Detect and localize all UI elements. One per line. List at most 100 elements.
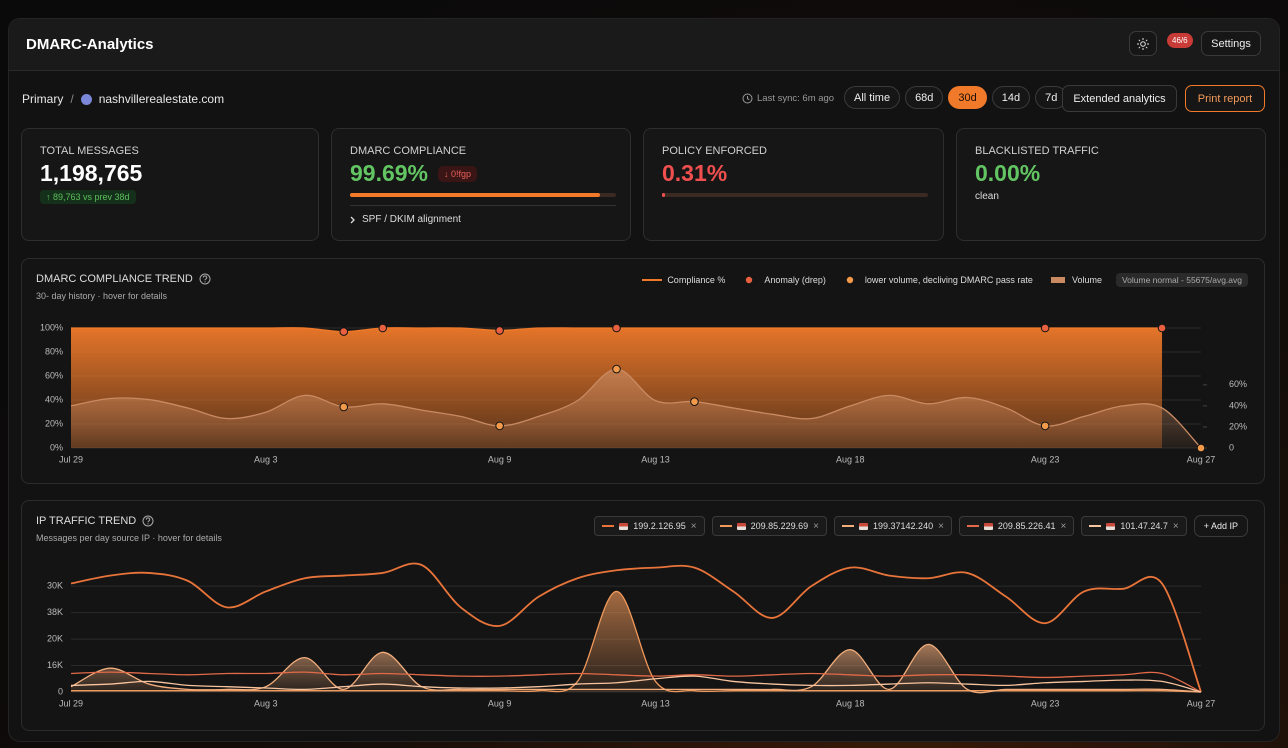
legend-swatch <box>746 276 753 284</box>
remove-icon[interactable]: × <box>938 520 944 532</box>
legend-swatch <box>642 279 663 281</box>
anomaly-dot <box>339 327 349 336</box>
app-title: DMARC-Analytics <box>26 36 154 53</box>
chip-label: 101.47.24.7 <box>1120 521 1168 531</box>
y2-tick-label: 0 <box>1229 442 1234 452</box>
range-selector: All time 68d 30d 14d 7d <box>844 86 1068 109</box>
help-icon[interactable] <box>199 273 211 285</box>
range-button[interactable]: 68d <box>905 86 944 109</box>
x-tick-label: Aug 23 <box>1031 698 1060 708</box>
ip-chip[interactable]: 199.2.126.95 × <box>594 516 705 536</box>
flag-icon <box>1106 522 1116 530</box>
card-badge: ↓ 0!fgp <box>438 165 478 182</box>
card-value: 99.69% <box>350 160 429 186</box>
line <box>70 368 1202 449</box>
y-tick-label: 0% <box>50 442 63 452</box>
panel-title: IP TRAFFIC TREND <box>36 515 154 527</box>
ip-chip[interactable]: 101.47.24.7 × <box>1081 516 1187 536</box>
line <box>70 643 1202 694</box>
range-button[interactable]: 14d <box>991 86 1031 109</box>
line <box>70 675 1202 693</box>
remove-icon[interactable]: × <box>1060 520 1067 532</box>
card-value-row: 1,198,765 <box>40 160 300 187</box>
extended-analytics-button[interactable]: Extended analytics <box>1062 85 1177 112</box>
x-tick-label: Aug 23 <box>1031 454 1060 464</box>
ip-chip[interactable]: 209.85.226.41 × <box>958 516 1075 536</box>
ip-chip[interactable]: 209.85.229.69 × <box>711 516 828 536</box>
legend-swatch <box>846 276 854 284</box>
card-link[interactable]: SPF / DKIM alignment <box>350 214 612 225</box>
y-tick-label: 20K <box>47 633 63 643</box>
chip-label: 209.85.226.41 <box>997 521 1056 531</box>
x-tick-label: Aug 27 <box>1187 454 1216 464</box>
anomaly-dot <box>612 364 621 374</box>
y-tick-label: 20% <box>45 418 63 428</box>
chip-label: 199.37142.240 <box>873 521 934 531</box>
flag-icon <box>983 522 993 530</box>
y-tick-label: 40% <box>45 394 63 404</box>
ip-traffic-panel: 0 16K 20K 38K 30K Jul 29 Aug 3 Aug 9 Aug 13 Aug 1… <box>21 500 1265 731</box>
x-tick-label: Aug 9 <box>488 698 512 708</box>
x-tick-label: Jul 29 <box>59 454 83 464</box>
panel-title-text: IP TRAFFIC TREND <box>36 515 137 527</box>
remove-icon[interactable]: × <box>813 520 820 532</box>
legend-label: lower volume, decliving DMARC pass rate <box>864 275 1033 285</box>
remove-icon[interactable]: × <box>1172 520 1179 532</box>
legend-item: Volume <box>1047 275 1102 285</box>
x-tick-label: Aug 18 <box>836 454 865 464</box>
card-link-text: SPF / DKIM alignment <box>362 214 461 225</box>
x-tick-label: Jul 29 <box>59 698 83 708</box>
theme-toggle[interactable] <box>1129 31 1157 56</box>
help-icon[interactable] <box>142 515 154 527</box>
stat-card: TOTAL MESSAGES 1,198,765 ↑ 89,763 vs prev … <box>21 128 319 241</box>
volume-badge: Volume normal - 55675/avg.avg <box>1115 273 1248 287</box>
panel-title: DMARC COMPLIANCE TREND <box>36 273 211 285</box>
alert-badge[interactable]: 46/6 <box>1167 33 1193 48</box>
delta-pill: ↑ 89,763 vs prev 38d <box>40 190 136 204</box>
progress-track <box>662 193 928 197</box>
card-value: 0.00% <box>975 160 1041 186</box>
progress-track <box>350 193 616 197</box>
area <box>71 644 1201 693</box>
panel-subtitle: 30- day history · hover for details <box>36 291 168 301</box>
anomaly-dot <box>495 326 504 335</box>
ip-chips: 199.2.126.95 × 209.85.229.69 × 199.37142.240… <box>594 515 1248 537</box>
legend-label: Anomaly (drep) <box>764 275 826 285</box>
card-value-row: 99.69% ↓ 0!fgp <box>350 160 612 187</box>
domain-icon <box>80 93 92 105</box>
x-tick-label: Aug 3 <box>254 698 278 708</box>
line <box>70 671 1202 693</box>
progress-fill <box>350 193 601 197</box>
print-report-button[interactable]: Print report <box>1185 85 1265 112</box>
y2-tick-label: 40% <box>1229 400 1247 410</box>
anomaly-dot <box>612 323 621 333</box>
range-button[interactable]: 30d <box>948 86 987 109</box>
legend-item: lower volume, decliving DMARC pass rate <box>840 275 1033 285</box>
range-button[interactable]: All time <box>844 86 901 109</box>
stat-card: BLACKLISTED TRAFFIC 0.00% clean <box>956 128 1266 241</box>
y-tick-label: 38K <box>47 607 63 617</box>
card-label: BLACKLISTED TRAFFIC <box>975 145 1099 157</box>
settings-button[interactable]: Settings <box>1201 31 1261 56</box>
sync-text: Last sync: 6m ago <box>757 93 835 104</box>
header: DMARC-Analytics 46/6 Settings <box>9 19 1279 71</box>
breadcrumb-domain[interactable]: nashvillerealestate.com <box>98 92 225 106</box>
chip-label: 199.2.126.95 <box>633 521 686 531</box>
panel-title-text: DMARC COMPLIANCE TREND <box>36 273 193 285</box>
legend-item: Anomaly (drep) <box>739 275 826 285</box>
chip-swatch <box>966 525 979 527</box>
separator: / <box>70 92 74 106</box>
flag-icon <box>736 522 746 530</box>
breadcrumb: Primary / nashvillerealestate.com <box>22 92 224 106</box>
ip-chip[interactable]: 199.37142.240 × <box>834 516 952 536</box>
add-ip-button[interactable]: + Add IP <box>1193 515 1248 537</box>
range-button[interactable]: 7d <box>1035 86 1068 109</box>
x-tick-label: Aug 3 <box>254 454 278 464</box>
y-tick-label: 16K <box>47 660 63 670</box>
y-tick-label: 0 <box>58 686 63 696</box>
remove-icon[interactable]: × <box>690 520 697 532</box>
anomaly-dot <box>1040 323 1050 333</box>
breadcrumb-root[interactable]: Primary <box>22 92 64 106</box>
anomaly-dot <box>1196 443 1206 453</box>
anomaly-dot <box>690 397 699 406</box>
